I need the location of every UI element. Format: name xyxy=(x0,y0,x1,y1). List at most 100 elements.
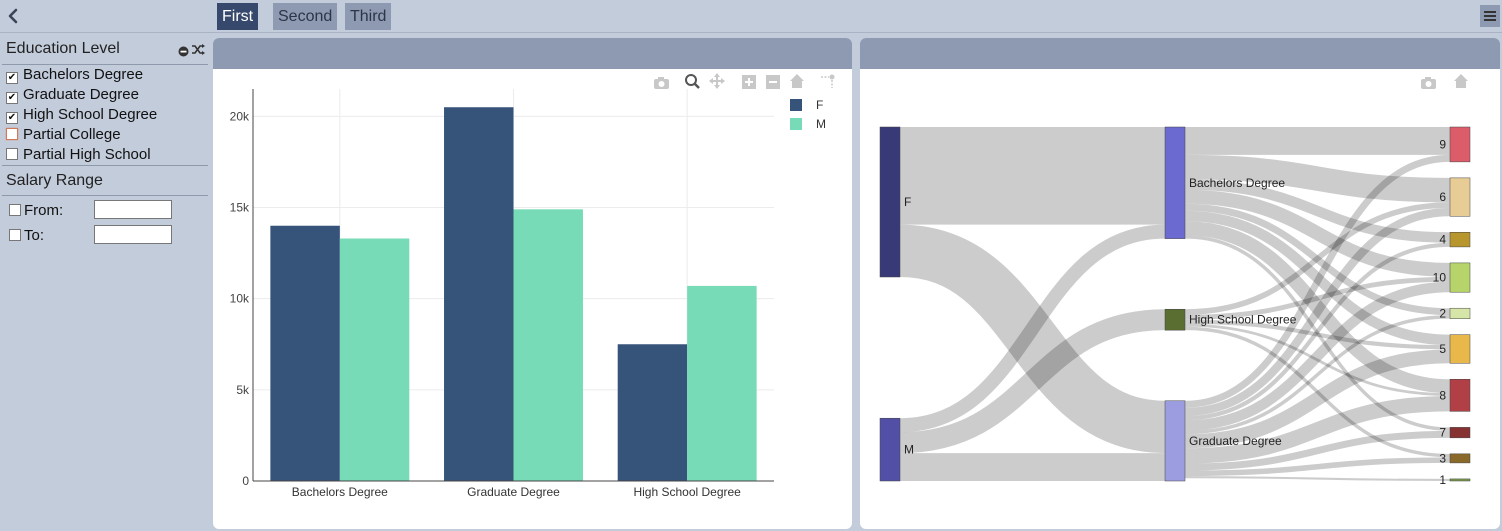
sankey-node-label: 7 xyxy=(1439,426,1446,440)
y-tick-label: 15k xyxy=(230,201,250,215)
zoom-in-icon[interactable] xyxy=(742,75,756,89)
bar-M[interactable] xyxy=(687,285,757,481)
tab-first[interactable]: First xyxy=(217,3,259,30)
sankey-node-label: 5 xyxy=(1439,342,1446,356)
sankey-node[interactable] xyxy=(1449,262,1471,293)
sankey-node[interactable] xyxy=(1449,427,1471,439)
bar-chart-panel: 0 5k 10k 15k 20k Bachelors Degree Graduate Deg… xyxy=(213,38,852,529)
sankey-link[interactable] xyxy=(1184,203,1451,316)
panel-header xyxy=(213,38,852,69)
sankey-node-label: Graduate Degree xyxy=(1189,434,1282,448)
top-bar: First Second Third xyxy=(0,0,1502,33)
sankey-link[interactable] xyxy=(1184,396,1451,464)
from-checkbox[interactable] xyxy=(9,204,21,216)
sankey-node[interactable] xyxy=(1449,126,1471,163)
sankey-link[interactable] xyxy=(899,224,1166,433)
tab-second[interactable]: Second xyxy=(273,3,338,30)
bar-F[interactable] xyxy=(270,225,340,481)
sankey-node[interactable] xyxy=(1449,307,1471,319)
sankey-link[interactable] xyxy=(1184,319,1451,350)
sankey-link[interactable] xyxy=(1184,281,1451,431)
filter-sidebar: Education Level ✔ Bachelors Degree ✔ Gradu… xyxy=(0,34,210,531)
divider xyxy=(2,195,208,196)
sankey-panel: F M Bachelors Degree High School Degree Grad… xyxy=(860,38,1500,529)
sankey-node-label: M xyxy=(904,443,914,457)
bar-M[interactable] xyxy=(339,238,410,481)
sankey-link[interactable] xyxy=(899,309,1166,454)
collapse-icon[interactable] xyxy=(178,44,189,57)
tab-third[interactable]: Third xyxy=(345,3,392,30)
sankey-node[interactable] xyxy=(1164,308,1186,331)
sankey-link[interactable] xyxy=(1184,323,1451,397)
x-tick-label: High School Degree xyxy=(633,485,741,499)
sankey-node[interactable] xyxy=(1449,177,1471,217)
bar-F[interactable] xyxy=(444,107,514,482)
bar-M[interactable] xyxy=(513,209,583,481)
zoom-icon[interactable] xyxy=(685,74,700,89)
checkbox-checked-icon[interactable]: ✔ xyxy=(6,112,18,124)
sankey-link[interactable] xyxy=(1184,276,1451,320)
sankey-link[interactable] xyxy=(1184,207,1451,417)
back-chevron-icon[interactable] xyxy=(4,6,22,26)
sankey-node-label: High School Degree xyxy=(1189,313,1297,327)
education-option-partial-college[interactable]: Partial College xyxy=(6,126,121,144)
checkbox-unchecked-icon[interactable] xyxy=(6,128,18,140)
checkbox-unchecked-icon[interactable] xyxy=(6,148,18,160)
sankey-link[interactable] xyxy=(1184,210,1451,346)
panel-header xyxy=(860,38,1500,69)
education-option-partial-high-school[interactable]: Partial High School xyxy=(6,146,151,164)
y-tick-label: 0 xyxy=(242,474,249,488)
checkbox-checked-icon[interactable]: ✔ xyxy=(6,72,18,84)
legend-label[interactable]: F xyxy=(816,98,823,112)
salary-from-input[interactable] xyxy=(94,200,172,219)
spike-lines-icon[interactable] xyxy=(821,74,835,89)
sankey-node-label: 9 xyxy=(1439,137,1446,151)
camera-icon[interactable] xyxy=(1421,77,1436,89)
checkbox-checked-icon[interactable]: ✔ xyxy=(6,92,18,104)
sankey-node-label: Bachelors Degree xyxy=(1189,176,1285,190)
sankey-link[interactable] xyxy=(1184,242,1451,421)
y-tick-label: 20k xyxy=(230,109,250,123)
sankey-link[interactable] xyxy=(1184,476,1451,481)
sankey-link[interactable] xyxy=(1184,326,1451,458)
home-icon[interactable] xyxy=(790,74,804,88)
zoom-out-icon[interactable] xyxy=(766,75,780,89)
sankey-link[interactable] xyxy=(1184,179,1451,243)
salary-to-input[interactable] xyxy=(94,225,172,244)
sankey-link[interactable] xyxy=(1184,154,1451,203)
sankey-node[interactable] xyxy=(1449,232,1471,248)
sankey-link[interactable] xyxy=(1184,235,1451,431)
sankey-link[interactable] xyxy=(1184,457,1451,477)
to-checkbox[interactable] xyxy=(9,229,21,241)
sankey-node[interactable] xyxy=(1449,334,1471,364)
sankey-node[interactable] xyxy=(879,417,901,482)
x-tick-label: Bachelors Degree xyxy=(292,485,388,499)
sankey-node[interactable] xyxy=(879,126,901,278)
education-option-graduate[interactable]: ✔ Graduate Degree xyxy=(6,86,139,104)
sankey-node[interactable] xyxy=(1164,400,1186,482)
sankey-node[interactable] xyxy=(1164,126,1186,239)
sankey-link[interactable] xyxy=(1184,430,1451,471)
bar-F[interactable] xyxy=(617,344,688,481)
sankey-node[interactable] xyxy=(1449,478,1471,482)
education-option-bachelors[interactable]: ✔ Bachelors Degree xyxy=(6,66,143,84)
legend-label[interactable]: M xyxy=(816,117,826,131)
sankey-link[interactable] xyxy=(1184,315,1451,435)
home-icon[interactable] xyxy=(1454,74,1468,88)
sankey-link[interactable] xyxy=(898,224,1167,454)
hamburger-menu-icon[interactable] xyxy=(1480,5,1500,27)
shuffle-icon[interactable] xyxy=(191,43,205,56)
sankey-link[interactable] xyxy=(1184,349,1451,449)
education-option-high-school[interactable]: ✔ High School Degree xyxy=(6,106,157,124)
legend-swatch[interactable] xyxy=(790,118,802,130)
pan-icon[interactable] xyxy=(709,73,725,89)
sankey-link[interactable] xyxy=(1184,202,1451,315)
sankey-link[interactable] xyxy=(1184,154,1451,408)
sankey-node[interactable] xyxy=(1449,379,1471,412)
legend-swatch[interactable] xyxy=(790,99,802,111)
option-label: Bachelors Degree xyxy=(23,66,144,83)
sankey-link[interactable] xyxy=(1184,221,1451,394)
sankey-link[interactable] xyxy=(1184,189,1451,277)
camera-icon[interactable] xyxy=(654,77,669,89)
sankey-node[interactable] xyxy=(1449,453,1471,464)
